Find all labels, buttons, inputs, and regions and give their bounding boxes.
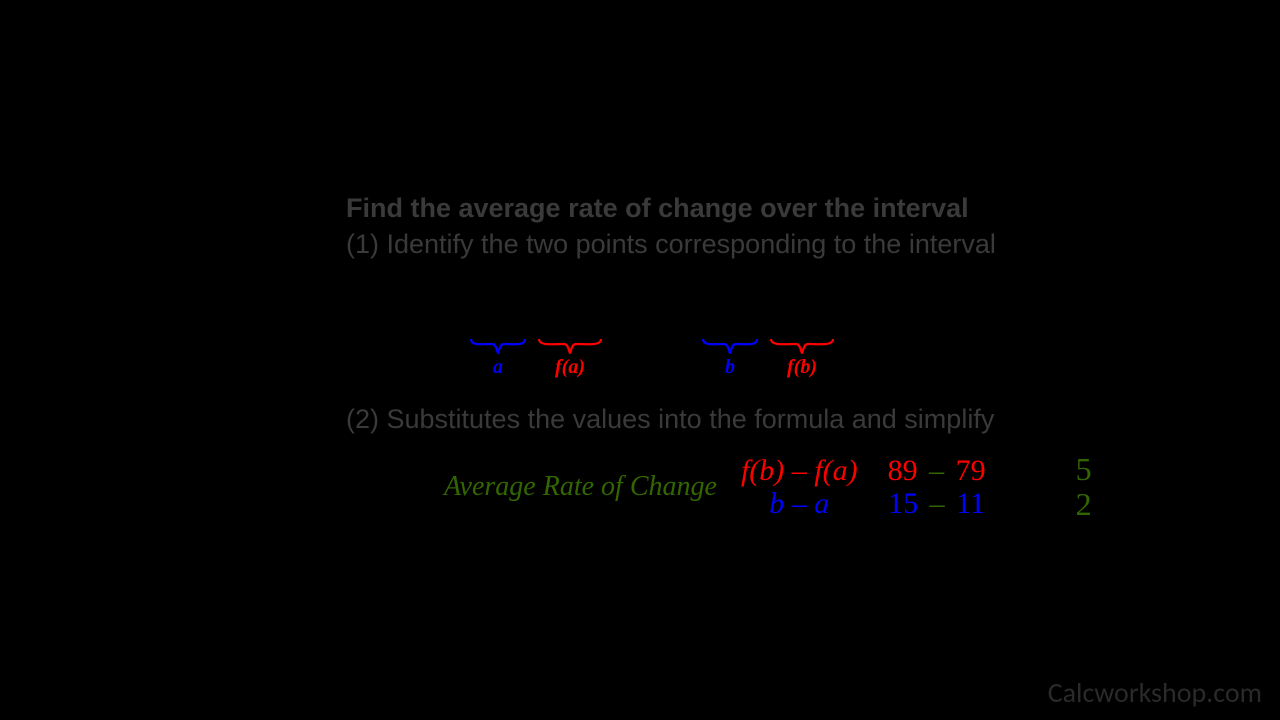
curly-brace-icon (538, 338, 602, 354)
step-1: (1) Identify the two points correspondin… (346, 226, 1246, 262)
label-a: a (493, 356, 503, 379)
point-annotations: a f(a) b f(b) (346, 338, 834, 379)
sub-denominator: 15 – 11 (888, 487, 985, 520)
label-fb: f(b) (787, 356, 817, 379)
lesson-content: Find the average rate of change over the… (346, 190, 1246, 437)
point-b-group: b f(b) (702, 338, 834, 379)
watermark: Calcworkshop.com (1048, 675, 1262, 710)
formula-fraction: f(b) – f(a) b – a (741, 454, 858, 520)
step-2: (2) Substitutes the values into the form… (346, 401, 1246, 437)
curly-brace-icon (702, 338, 758, 354)
substituted-fraction: 89 – 79 15 – 11 (888, 454, 986, 520)
brace-fa: f(a) (538, 338, 602, 379)
sub-numerator: 89 – 79 (888, 454, 986, 487)
label-fa: f(a) (555, 356, 585, 379)
curly-brace-icon (770, 338, 834, 354)
curly-brace-icon (470, 338, 526, 354)
formula-numerator: f(b) – f(a) (741, 454, 858, 487)
point-a-group: a f(a) (470, 338, 602, 379)
final-num: 5 (1076, 452, 1092, 487)
final-den: 2 (1076, 487, 1092, 522)
aroc-label: Average Rate of Change (444, 471, 717, 503)
final-fraction: 5 2 (1076, 452, 1092, 522)
brace-b: b (702, 338, 758, 379)
brace-a: a (470, 338, 526, 379)
equation-row: Average Rate of Change f(b) – f(a) b – a… (444, 452, 1092, 522)
label-b: b (725, 356, 735, 379)
formula-denominator: b – a (769, 487, 829, 520)
brace-fb: f(b) (770, 338, 834, 379)
title: Find the average rate of change over the… (346, 190, 1246, 226)
